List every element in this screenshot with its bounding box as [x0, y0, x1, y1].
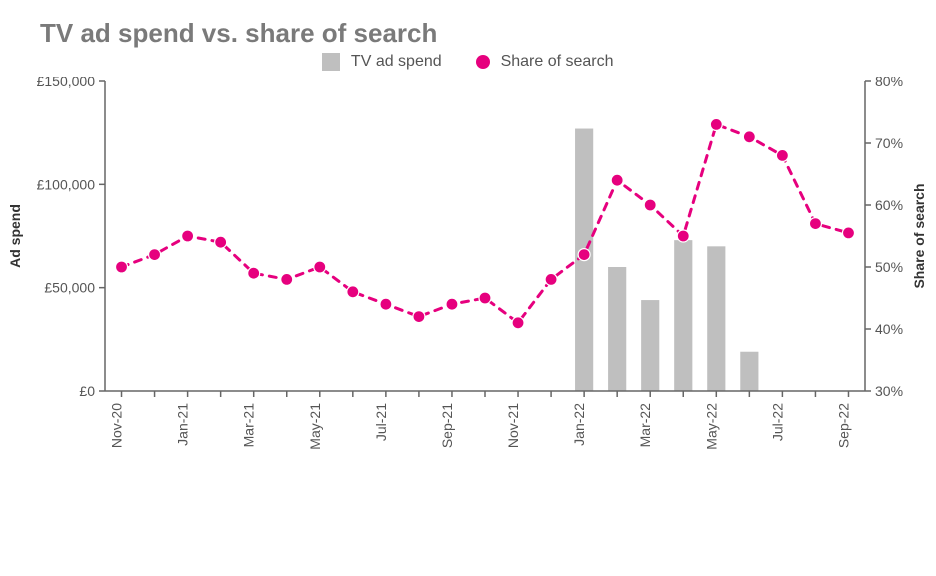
bar — [608, 267, 626, 391]
x-tick-label: Sep-21 — [439, 403, 455, 448]
yleft-tick-label: £50,000 — [44, 280, 95, 296]
x-tick-label: Jul-21 — [373, 403, 389, 441]
x-tick-label: Nov-20 — [109, 403, 125, 448]
line-marker — [116, 261, 128, 273]
legend-bar-label: TV ad spend — [351, 53, 442, 70]
legend-bar-swatch — [322, 53, 340, 71]
line-marker — [314, 261, 326, 273]
x-tick-label: May-21 — [307, 403, 323, 450]
line-marker — [446, 298, 458, 310]
yleft-tick-label: £0 — [79, 383, 95, 399]
yright-tick-label: 40% — [875, 321, 903, 337]
line-marker — [710, 119, 722, 131]
x-tick-label: Sep-22 — [835, 403, 851, 448]
line-marker — [149, 249, 161, 261]
line-marker — [578, 249, 590, 261]
line-marker — [545, 274, 557, 286]
x-tick-label: Jan-22 — [571, 403, 587, 446]
chart-svg: £0 £50,000 £100,000 £150,000 30% 40% 50% 60% 70%… — [0, 77, 936, 537]
bar — [674, 240, 692, 391]
chart-title: TV ad spend vs. share of search — [40, 18, 936, 49]
x-tick-label: Jul-22 — [769, 403, 785, 441]
line-marker — [413, 311, 425, 323]
bar — [707, 247, 725, 392]
line-marker — [677, 230, 689, 242]
line-marker — [182, 230, 194, 242]
legend-line-label: Share of search — [501, 53, 614, 70]
x-tick-label: May-22 — [703, 403, 719, 450]
line-marker — [479, 292, 491, 304]
line-marker — [644, 199, 656, 211]
line-marker — [380, 298, 392, 310]
chart-legend: TV ad spend Share of search — [0, 53, 936, 71]
yright-tick-label: 30% — [875, 383, 903, 399]
line-marker — [842, 227, 854, 239]
bar — [740, 352, 758, 391]
line-marker — [248, 267, 260, 279]
yright-tick-label: 70% — [875, 135, 903, 151]
line-marker — [281, 274, 293, 286]
yright-axis-title: Share of search — [911, 184, 927, 289]
line-marker — [743, 131, 755, 143]
yright-tick-label: 50% — [875, 259, 903, 275]
line-marker — [347, 286, 359, 298]
bar — [641, 300, 659, 391]
x-tick-label: Mar-21 — [241, 403, 257, 448]
line-marker — [776, 150, 788, 162]
line-marker — [512, 317, 524, 329]
x-tick-label: Jan-21 — [175, 403, 191, 446]
yleft-tick-label: £150,000 — [37, 77, 96, 89]
yleft-tick-label: £100,000 — [37, 177, 96, 193]
line-marker — [611, 174, 623, 186]
line-marker — [809, 218, 821, 230]
x-tick-label: Mar-22 — [637, 403, 653, 448]
chart-area: £0 £50,000 £100,000 £150,000 30% 40% 50% 60% 70%… — [0, 77, 936, 537]
x-tick-label: Nov-21 — [505, 403, 521, 448]
yright-tick-label: 80% — [875, 77, 903, 89]
yright-tick-label: 60% — [875, 197, 903, 213]
yleft-axis-title: Ad spend — [7, 204, 23, 268]
legend-dot-swatch — [476, 55, 490, 69]
line-marker — [215, 236, 227, 248]
